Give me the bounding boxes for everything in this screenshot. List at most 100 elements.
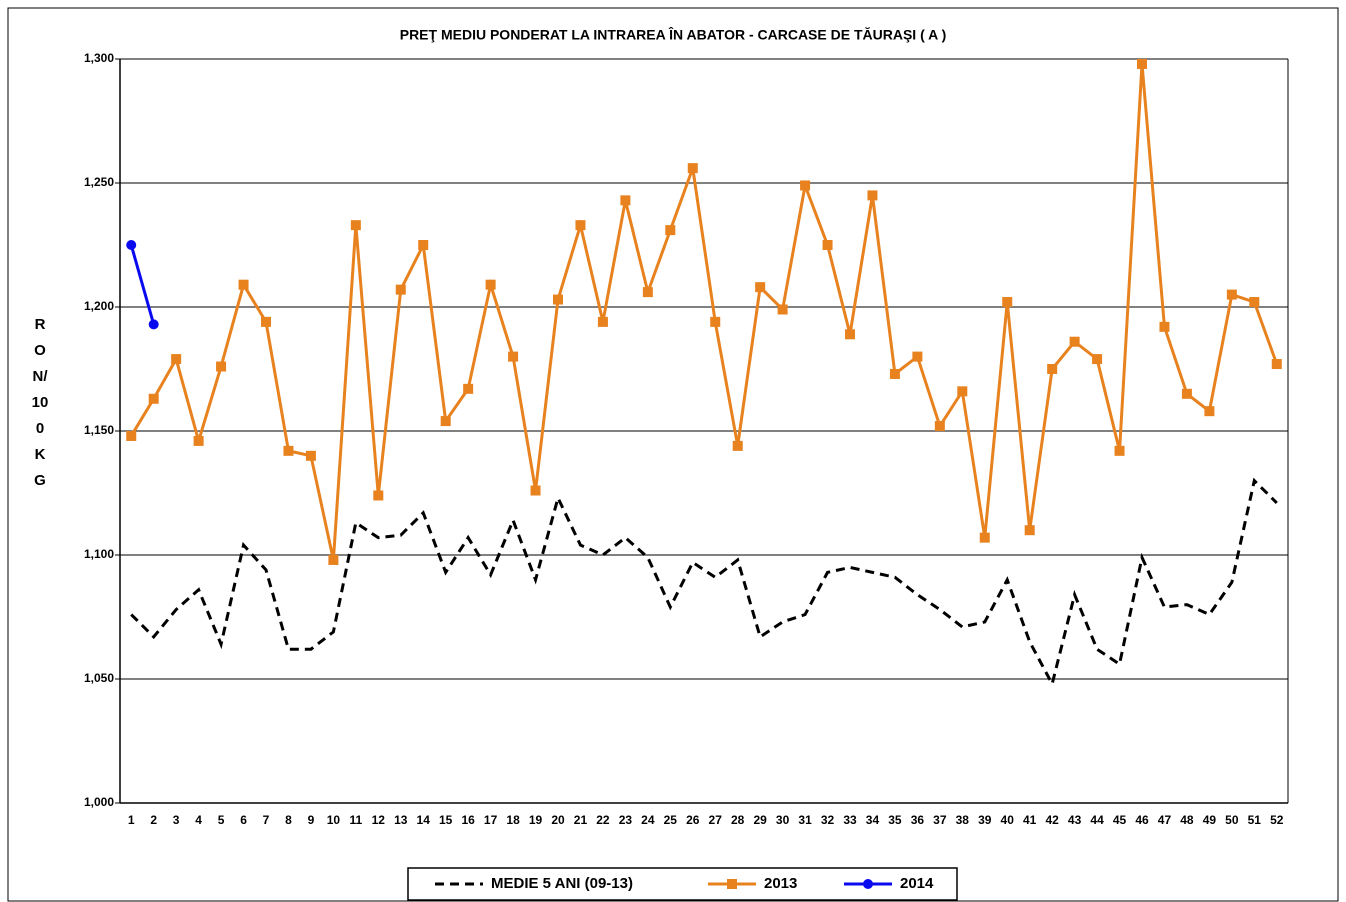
x-tick-label: 17 [484,813,498,827]
x-tick-label: 10 [327,813,341,827]
x-tick-label: 3 [173,813,180,827]
point [1024,525,1035,536]
x-tick-label: 30 [776,813,790,827]
point [687,163,698,174]
point [732,440,743,451]
point [148,319,159,330]
x-tick-label: 35 [888,813,902,827]
x-tick-label: 25 [664,813,678,827]
point [1047,364,1058,374]
x-tick-label: 12 [372,813,386,827]
point [1271,359,1282,370]
point [1069,336,1080,347]
point [777,304,788,315]
point [979,532,990,543]
x-tick-label: 44 [1090,813,1104,827]
point [755,282,766,293]
series-line [130,477,1278,689]
point [867,190,878,201]
x-tick-label: 37 [933,813,947,827]
point [530,485,541,496]
point [328,554,339,565]
x-tick-label: 28 [731,813,745,827]
point [642,287,653,298]
x-tick-label: 11 [350,813,363,827]
x-tick-label: 16 [461,813,475,827]
point [193,435,204,446]
series-line [129,63,1279,561]
point [1226,289,1237,300]
x-tick-label: 15 [439,813,453,827]
y-tick-label: 1,200 [84,299,114,313]
x-tick-label: 32 [821,813,835,827]
x-tick-label: 29 [753,813,767,827]
x-tick-label: 36 [911,813,925,827]
x-tick-label: 38 [956,813,970,827]
y-tick-label: 1,050 [84,671,114,685]
x-tick-label: 19 [529,813,543,827]
point [508,351,519,362]
point [957,386,968,397]
point [1114,445,1125,456]
x-tick-label: 4 [195,813,202,827]
x-tick-label: 9 [308,813,315,827]
legend-marker [863,879,873,889]
point [665,225,676,236]
x-tick-label: 47 [1158,813,1172,827]
point [1204,406,1215,417]
legend-label: 2014 [900,875,934,892]
point [485,279,496,290]
x-tick-label: 31 [798,813,812,827]
point [1137,58,1147,69]
point [597,316,608,327]
x-tick-label: 6 [240,813,247,827]
point [283,445,294,456]
point [148,393,159,404]
y-tick-label: 1,150 [84,423,114,437]
point [553,294,563,305]
legend-label: 2013 [764,875,797,892]
point [1159,321,1170,332]
point [440,416,451,427]
point [620,195,631,206]
x-tick-label: 5 [218,813,225,827]
y-tick-label: 1,250 [84,175,114,189]
point [912,351,923,362]
point [1181,388,1192,399]
x-tick-label: 42 [1045,813,1059,827]
x-tick-label: 7 [263,813,270,827]
point [126,430,137,441]
point [350,220,361,231]
x-tick-label: 43 [1068,813,1082,827]
x-tick-label: 24 [641,813,655,827]
chart-frame [7,7,1339,902]
x-tick-label: 46 [1135,813,1149,827]
point [463,383,474,394]
point [889,368,900,379]
point [845,329,855,340]
x-tick-label: 18 [506,813,520,827]
x-tick-label: 20 [551,813,565,827]
chart-title: PREŢ MEDIU PONDERAT LA INTRAREA ÎN ABATO… [400,26,947,43]
y-tick-label: 1,000 [84,795,114,809]
legend-label: MEDIE 5 ANI (09-13) [491,875,633,892]
x-tick-label: 52 [1270,813,1284,827]
point [238,279,249,290]
x-tick-label: 49 [1203,813,1217,827]
point [216,361,227,372]
point [575,220,586,231]
x-tick-label: 50 [1225,813,1239,827]
point [305,450,316,461]
series-line [129,244,156,325]
point [710,316,721,327]
x-tick-label: 8 [285,813,292,827]
point [126,240,137,250]
x-tick-label: 33 [843,813,857,827]
legend-marker [727,879,737,889]
point [1092,354,1103,365]
x-tick-label: 2 [150,813,157,827]
x-tick-label: 23 [619,813,633,827]
x-tick-label: 27 [709,813,723,827]
x-tick-label: 34 [866,813,880,827]
